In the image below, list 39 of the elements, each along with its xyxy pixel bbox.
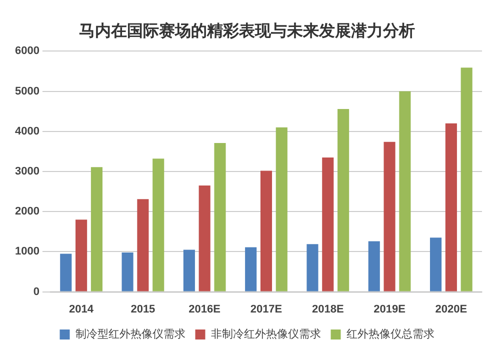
bar xyxy=(368,241,380,292)
bar xyxy=(430,238,442,292)
bar xyxy=(260,170,272,292)
x-tick-label: 2017E xyxy=(250,303,282,316)
y-tick-label: 2000 xyxy=(14,206,40,218)
y-tick-label: 5000 xyxy=(14,85,40,98)
bar xyxy=(90,167,102,292)
legend-label: 非制冷红外热像仪需求 xyxy=(210,327,321,340)
legend-label: 红外热像仪总需求 xyxy=(346,327,434,340)
bar xyxy=(276,127,288,292)
bar xyxy=(137,199,149,292)
x-tick-label: 2014 xyxy=(69,303,94,316)
y-tick-label: 0 xyxy=(33,286,40,298)
x-tick-label: 2020E xyxy=(435,303,468,316)
bar xyxy=(152,158,164,292)
y-tick-label: 1000 xyxy=(14,246,40,258)
bar xyxy=(460,68,472,292)
bar xyxy=(245,247,257,292)
x-tick-label: 2016E xyxy=(188,303,220,316)
y-tick-label: 4000 xyxy=(14,125,40,138)
bar xyxy=(322,157,334,292)
bar xyxy=(306,244,318,292)
x-tick-label: 2015 xyxy=(130,303,156,316)
bar xyxy=(183,250,195,292)
x-tick-label: 2018E xyxy=(312,303,344,316)
bar xyxy=(399,91,411,292)
bar xyxy=(122,252,134,292)
bar xyxy=(384,142,396,292)
bar xyxy=(445,123,457,292)
y-tick-label: 3000 xyxy=(14,166,40,178)
bar xyxy=(338,108,350,292)
legend-label: 制冷型红外热像仪需求 xyxy=(75,327,186,340)
bar xyxy=(60,254,72,292)
bar xyxy=(198,186,210,292)
bar xyxy=(214,143,226,292)
chart-title: 马内在国际赛场的精彩表现与未来发展潜力分析 xyxy=(79,20,415,40)
y-tick-label: 6000 xyxy=(14,45,40,58)
x-tick-label: 2019E xyxy=(374,303,406,316)
bar xyxy=(76,220,88,292)
